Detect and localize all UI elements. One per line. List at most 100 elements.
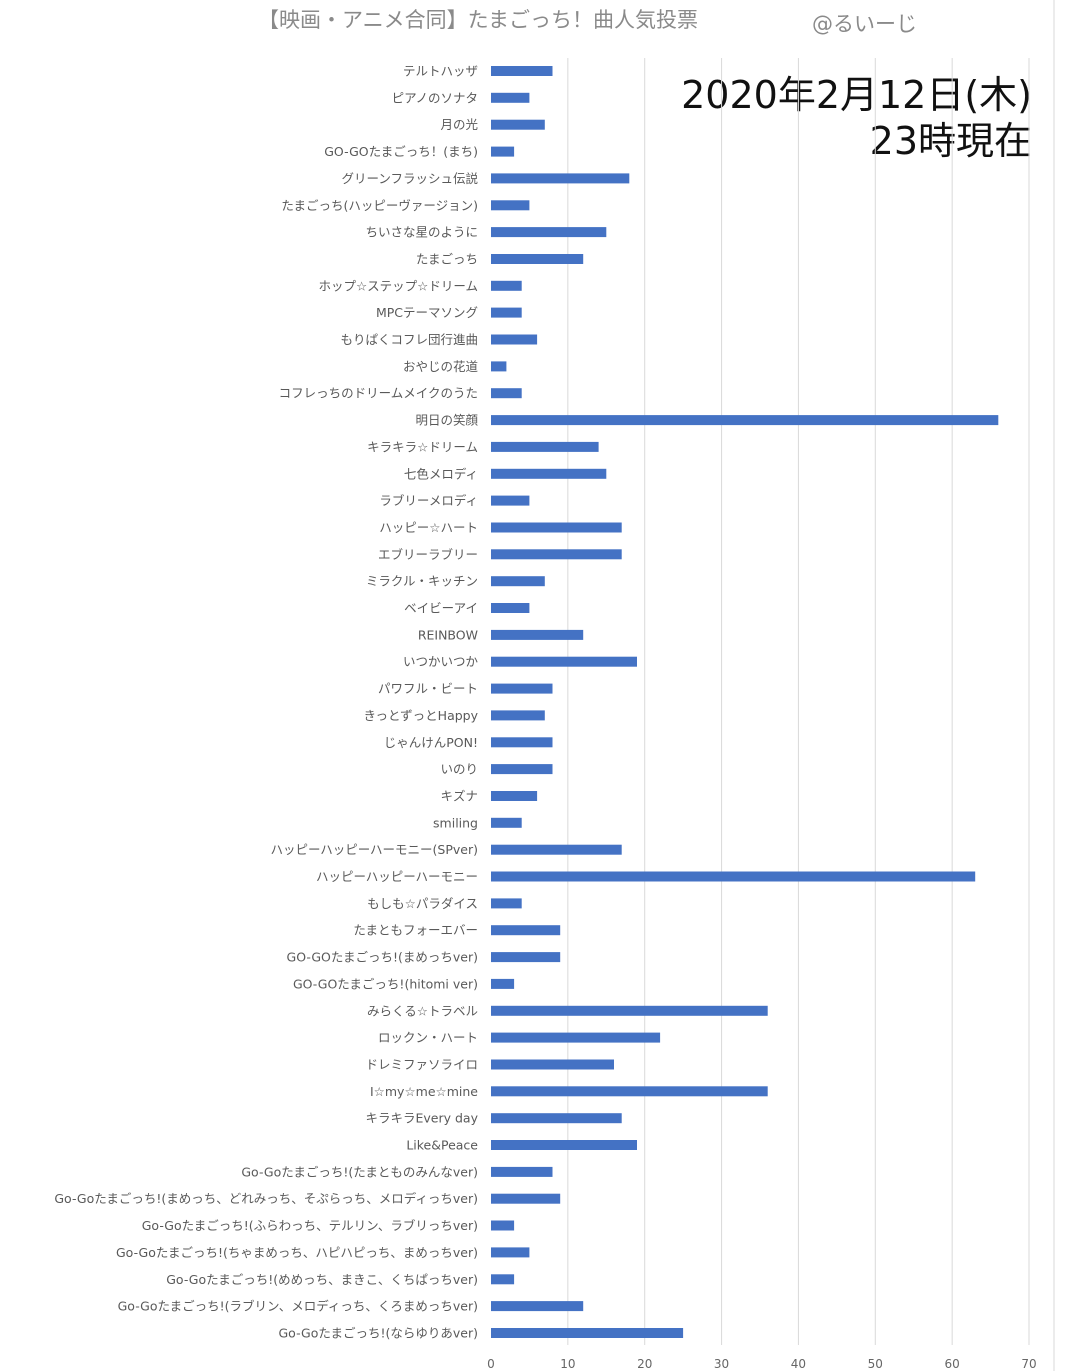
bar	[491, 200, 530, 211]
category-label: パワフル・ビート	[378, 681, 478, 696]
category-label: いつかいつか	[403, 654, 479, 669]
bar	[491, 388, 522, 399]
bar	[491, 844, 622, 855]
x-tick-label: 0	[487, 1357, 495, 1371]
bar	[491, 603, 530, 613]
bar	[491, 1086, 768, 1097]
category-label: じゃんけんPON!	[384, 735, 478, 750]
bar	[491, 1059, 614, 1070]
category-label: Like&Peace	[406, 1138, 478, 1153]
bar	[491, 415, 999, 426]
bar	[491, 1247, 530, 1258]
category-label: 七色メロディ	[404, 466, 478, 481]
bar	[491, 925, 561, 936]
bar	[491, 656, 637, 667]
category-label: ミラクル・キッチン	[366, 574, 478, 589]
x-tick-label: 60	[945, 1357, 960, 1371]
category-label: ドレミファソライロ	[365, 1057, 478, 1072]
category-label: もしも☆パラダイス	[367, 896, 478, 911]
category-label: キラキラ☆ドリーム	[367, 439, 478, 454]
bar	[491, 710, 545, 721]
bar	[491, 227, 607, 238]
bar	[491, 549, 622, 560]
x-tick-label: 30	[714, 1357, 729, 1371]
bar	[491, 334, 538, 345]
bar	[491, 1140, 637, 1150]
bar	[491, 92, 530, 103]
category-label: コフレっちのドリームメイクのうた	[279, 386, 478, 401]
category-label: Go-Goたまごっち!(ふらわっち、テルリン、ラブリっちver)	[142, 1218, 478, 1233]
bar	[491, 576, 545, 587]
timestamp-annotation: 2020年2月12日(木) 23時現在	[681, 72, 1032, 164]
category-label: 明日の笑顔	[415, 413, 478, 428]
category-label: いのり	[440, 762, 478, 777]
page-edge-divider	[1053, 0, 1055, 1371]
category-label: ハッピーハッピーハーモニー	[316, 869, 478, 884]
category-label: GO-GOたまごっち!(まめっちver)	[287, 950, 478, 965]
bar	[491, 952, 561, 963]
bar	[491, 791, 538, 801]
category-label: Go-Goたまごっち!(ちゃまめっち、ハピハピっち、まめっちver)	[116, 1245, 478, 1260]
category-label: きっとずっとHappy	[364, 708, 479, 723]
category-label: おやじの花道	[403, 359, 479, 374]
category-label: たまごっち(ハッピーヴァージョン)	[281, 198, 478, 213]
bar	[491, 280, 522, 291]
bar	[491, 1274, 515, 1285]
bar	[491, 66, 553, 76]
bar	[491, 1005, 768, 1016]
category-label: Go-Goたまごっち!(めめっち、まきこ、くちぱっちver)	[166, 1272, 478, 1287]
annotation-date: 2020年2月12日(木)	[681, 73, 1032, 117]
bar	[491, 629, 584, 640]
category-label: グリーンフラッシュ伝説	[341, 171, 478, 186]
category-label: ロックン・ハート	[378, 1030, 478, 1045]
bar	[491, 361, 507, 372]
category-label: GO-GOたまごっち!(hitomi ver)	[293, 976, 478, 991]
category-label: ハッピー☆ハート	[379, 520, 478, 535]
category-label: ピアノのソナタ	[392, 90, 478, 105]
category-label: キラキラEvery day	[366, 1111, 479, 1126]
bar	[491, 817, 522, 828]
bar	[491, 119, 545, 130]
x-tick-label: 20	[637, 1357, 652, 1371]
category-label: Go-Goたまごっち!(ならゆりあver)	[279, 1326, 479, 1341]
bar	[491, 468, 607, 479]
bar	[491, 764, 553, 775]
bar	[491, 1193, 561, 1204]
bar	[491, 737, 553, 748]
category-label: 月の光	[440, 117, 478, 132]
bar	[491, 898, 522, 909]
bar	[491, 1166, 553, 1177]
category-label: smiling	[433, 815, 478, 830]
category-label: ベイビーアイ	[404, 601, 478, 616]
bar	[491, 1220, 515, 1231]
bar	[491, 1032, 661, 1043]
category-label: もりぱくコフレ団行進曲	[340, 332, 478, 347]
category-label: キズナ	[440, 789, 478, 804]
bar	[491, 683, 553, 694]
bar	[491, 307, 522, 318]
category-label: ホップ☆ステップ☆ドリーム	[318, 278, 478, 293]
category-label: みらくる☆トラベル	[367, 1003, 478, 1018]
category-label: ちいさな星のように	[365, 225, 478, 240]
category-label: Go-Goたまごっち!(まめっち、どれみっち、そぷらっち、メロディっちver)	[54, 1191, 478, 1206]
category-label: REINBOW	[418, 627, 478, 642]
bar	[491, 1328, 684, 1338]
category-label: I☆my☆me☆mine	[370, 1084, 478, 1099]
category-label: MPCテーマソング	[376, 305, 478, 320]
category-label: エブリーラブリー	[378, 547, 478, 562]
chart-title: 【映画・アニメ合同】たまごっち！曲人気投票	[258, 8, 698, 32]
bar	[491, 146, 515, 157]
annotation-time: 23時現在	[869, 119, 1032, 163]
bar	[491, 254, 584, 264]
bar	[491, 441, 599, 452]
category-label: ハッピーハッピーハーモニー(SPver)	[271, 842, 478, 857]
category-label: GO-GOたまごっち！(まち)	[324, 144, 478, 159]
category-label: Go-Goたまごっち!(たまとものみんなver)	[241, 1164, 478, 1179]
bar	[491, 1113, 622, 1124]
bar	[491, 978, 515, 989]
bar	[491, 1301, 584, 1312]
category-label: Go-Goたまごっち!(ラブリン、メロディっち、くろまめっちver)	[118, 1299, 478, 1314]
bar	[491, 495, 530, 506]
